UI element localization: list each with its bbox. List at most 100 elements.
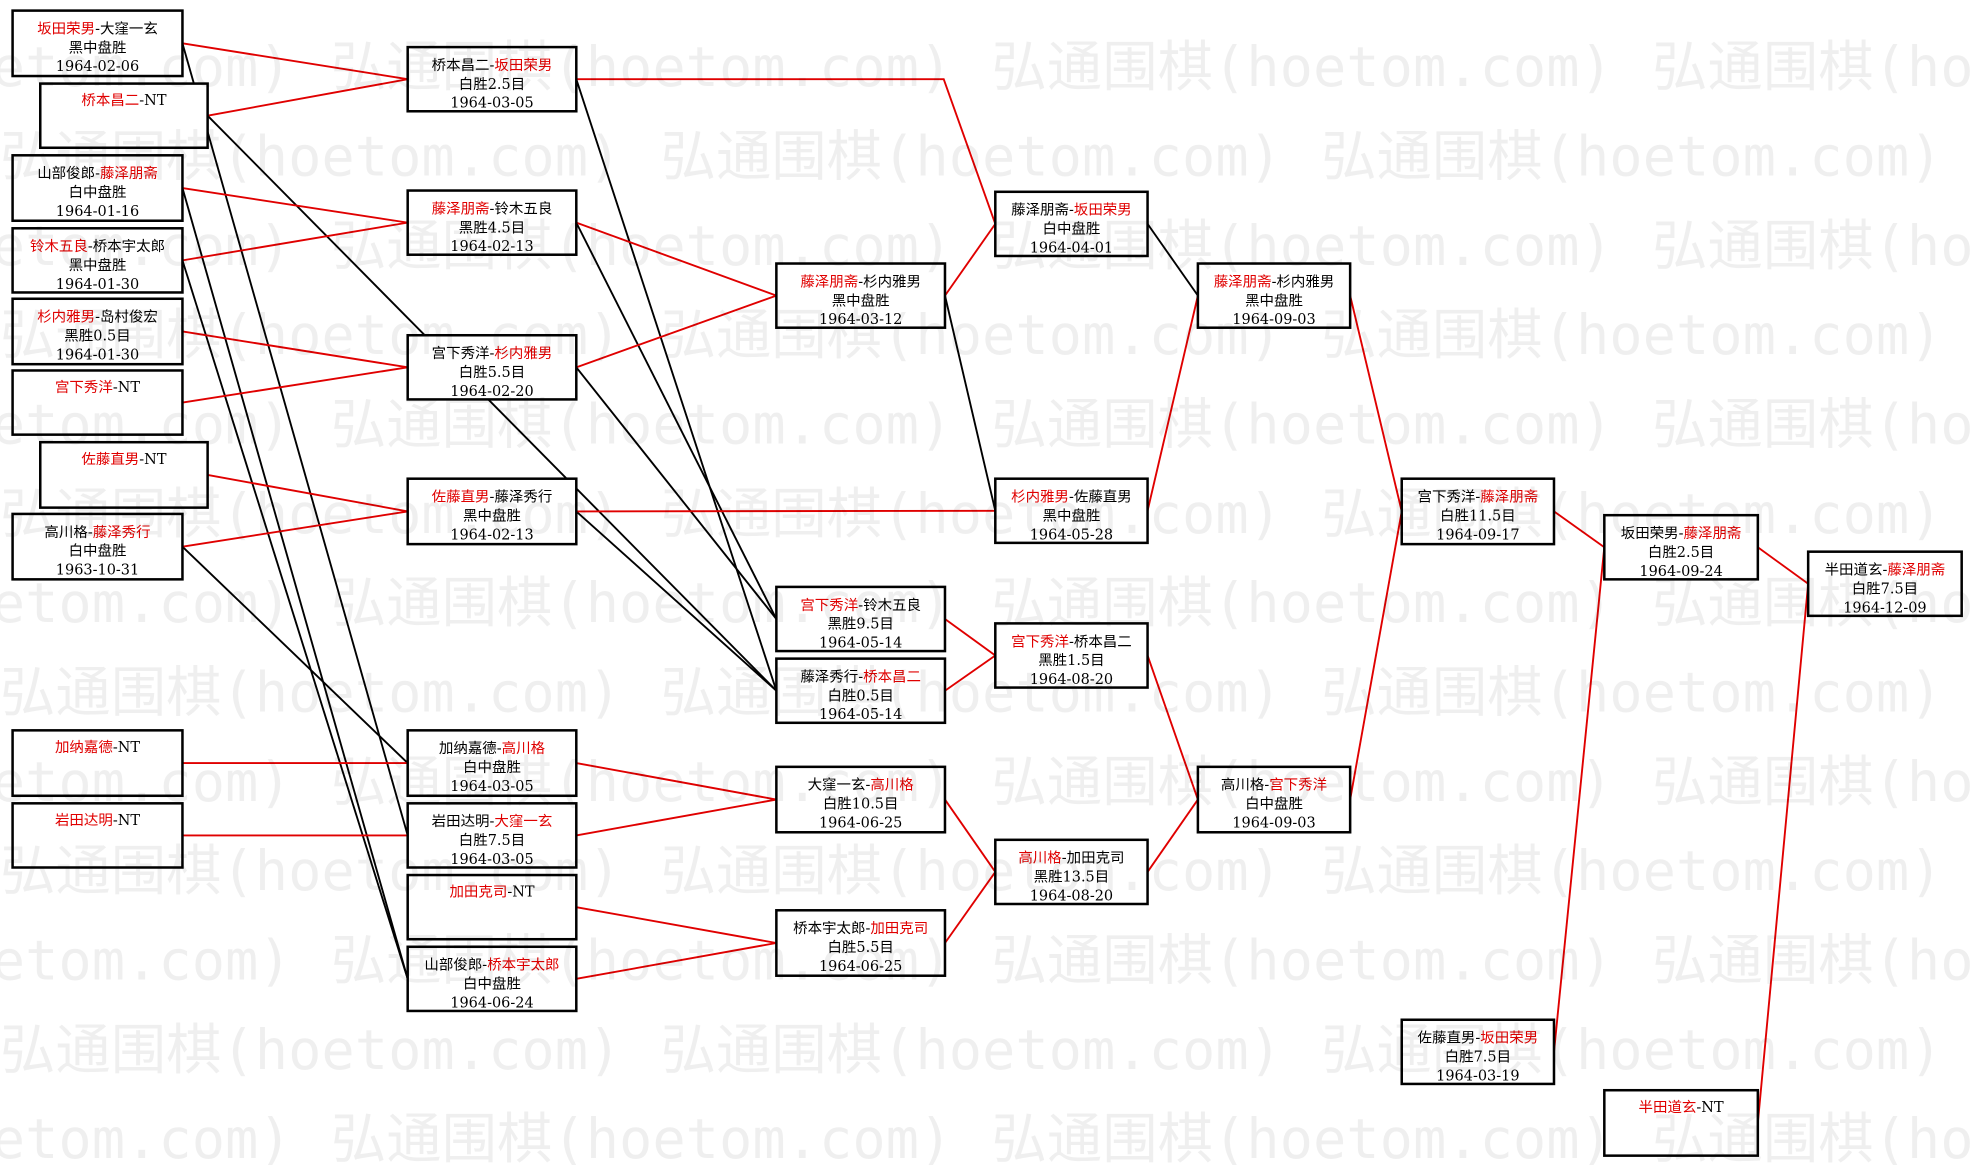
- watermark: 弘通围棋(hoetom.com): [992, 1108, 1613, 1165]
- watermark: 弘通围棋(hoetom.com): [0, 1019, 621, 1083]
- player-name: 杉内雅男: [1011, 489, 1069, 506]
- date: 1964-03-05: [450, 779, 533, 795]
- date: 1964-06-25: [819, 959, 902, 975]
- box-frame: [775, 585, 947, 653]
- result: 白胜2.5目: [1648, 544, 1714, 561]
- connector: [576, 78, 997, 225]
- box-frame: [39, 440, 209, 509]
- match-box: 宫下秀洋-NT: [11, 369, 184, 436]
- player-name: 藤泽秀行: [800, 669, 858, 686]
- box-frame: [1603, 513, 1760, 581]
- result: 白中盘胜: [69, 183, 127, 201]
- date: 1964-05-14: [819, 636, 902, 652]
- player-name: 杉内雅男: [37, 309, 95, 326]
- players: 藤泽朋斋-杉内雅男: [800, 273, 921, 290]
- result: 白中盘胜: [463, 758, 521, 776]
- watermark: 弘通围棋(hoetom.com): [992, 929, 1613, 993]
- players: 加纳嘉德-NT: [55, 739, 140, 756]
- box-frame: [11, 512, 184, 581]
- player-name: 杉内雅男: [1276, 273, 1334, 290]
- connector: [181, 43, 409, 836]
- result: 黑中盘胜: [832, 291, 890, 309]
- players: 高川格-加田克司: [1018, 850, 1124, 867]
- players: 藤泽秀行-桥本昌二: [800, 669, 921, 686]
- separator: -: [490, 814, 495, 830]
- player-name: 佐藤直男: [432, 489, 490, 506]
- box-frame: [775, 909, 947, 977]
- result: 白胜5.5目: [459, 364, 525, 381]
- result: 黑中盘胜: [69, 38, 127, 56]
- separator: -: [139, 93, 144, 109]
- date: 1964-01-30: [56, 347, 139, 363]
- watermark: 弘通围棋(hoetom.com): [1321, 840, 1942, 904]
- player-name: 藤泽朋斋: [432, 200, 490, 217]
- player-name: 高川格: [870, 777, 914, 794]
- players: 藤泽朋斋-铃木五良: [432, 200, 553, 217]
- player-name: 藤泽秀行: [93, 524, 151, 541]
- player-name: 坂田荣男: [1480, 1030, 1538, 1047]
- players: 桥本昌二-NT: [81, 92, 166, 109]
- separator: -: [139, 452, 144, 468]
- player-name: 大窪一玄: [808, 777, 866, 794]
- connector: [944, 799, 997, 873]
- player-name: 岩田达明: [55, 812, 113, 829]
- result: 白胜7.5目: [459, 832, 525, 849]
- players: 杉内雅男-岛村俊宏: [37, 309, 158, 326]
- match-box: 佐藤直男-NT: [39, 440, 209, 509]
- player-name: 高川格: [1221, 777, 1265, 794]
- players: 铃木五良-桥本宇太郎: [30, 238, 165, 255]
- player-name: 加田克司: [1067, 850, 1125, 867]
- players: 岩田达明-大窪一玄: [432, 813, 553, 830]
- result: 白胜0.5目: [827, 687, 893, 704]
- player-name: 藤泽秀行: [494, 489, 552, 506]
- separator: -: [1264, 778, 1269, 794]
- player-name: 加田克司: [870, 920, 928, 937]
- result: 黑胜13.5目: [1034, 869, 1110, 886]
- result: 黑胜4.5目: [459, 219, 525, 236]
- players: 藤泽朋斋-坂田荣男: [1011, 202, 1132, 219]
- player-name: 半田道玄: [1825, 562, 1883, 579]
- date: 1964-01-16: [56, 204, 139, 220]
- separator: -: [95, 166, 100, 182]
- result: 白中盘胜: [1245, 795, 1303, 813]
- result: 白胜10.5目: [823, 796, 899, 813]
- connector: [1146, 295, 1199, 511]
- watermark: 弘通围棋(hoetom.com): [0, 929, 292, 993]
- player-name: 藤泽朋斋: [1011, 202, 1069, 219]
- connector: [575, 78, 778, 692]
- players: 半田道玄-藤泽朋斋: [1825, 562, 1946, 579]
- box-frame: [11, 154, 184, 222]
- players: 佐藤直男-藤泽秀行: [432, 489, 553, 506]
- box-frame: [11, 369, 184, 436]
- box-frame: [406, 477, 578, 546]
- players: 藤泽朋斋-杉内雅男: [1214, 273, 1335, 290]
- separator: -: [858, 274, 863, 290]
- connector: [182, 221, 408, 262]
- date: 1964-09-03: [1232, 815, 1315, 831]
- separator: -: [858, 670, 863, 686]
- player-name: 坂田荣男: [494, 57, 552, 74]
- connector: [207, 473, 408, 513]
- player-name: 岩田达明: [432, 813, 490, 830]
- watermark: 弘通围棋(hoetom.com): [1652, 929, 1973, 993]
- result: 黑胜1.5目: [1038, 652, 1104, 669]
- players: 宫下秀洋-铃木五良: [800, 597, 921, 614]
- players: 加田克司-NT: [449, 884, 534, 901]
- separator: -: [1062, 851, 1067, 867]
- date: 1964-08-20: [1030, 672, 1113, 688]
- date: 1964-06-25: [819, 815, 902, 831]
- player-name: 铃木五良: [863, 597, 921, 614]
- player-name: 桥本宇太郎: [93, 238, 165, 255]
- box-frame: [11, 9, 184, 78]
- players: 坂田荣男-藤泽朋斋: [1621, 525, 1742, 542]
- result: 白胜5.5目: [827, 939, 893, 956]
- connector: [1553, 510, 1605, 549]
- player-name: 宫下秀洋: [800, 597, 858, 614]
- separator: -: [490, 490, 495, 506]
